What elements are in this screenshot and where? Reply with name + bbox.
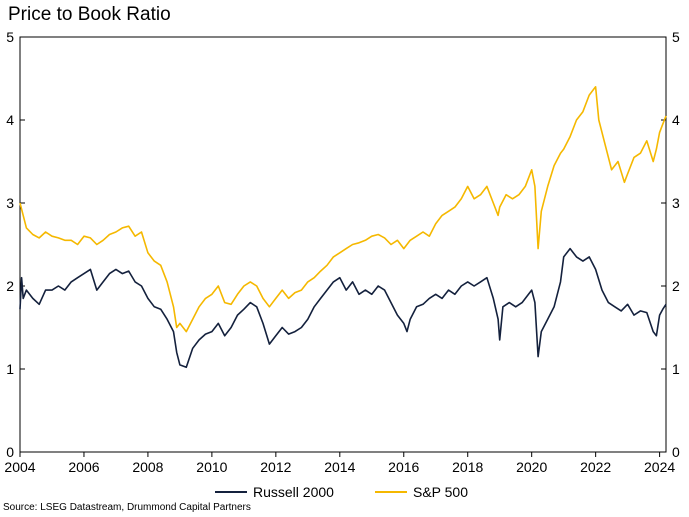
y-tick-label-left: 5 — [6, 29, 14, 45]
series-lines — [19, 86, 667, 369]
y-tick-label-left: 1 — [6, 361, 14, 377]
x-tick-label: 2004 — [4, 459, 35, 475]
y-tick-label-left: 0 — [6, 444, 14, 460]
legend-label-russell-2000: Russell 2000 — [253, 484, 334, 500]
x-tick-label: 2010 — [196, 459, 227, 475]
source-note: Source: LSEG Datastream, Drummond Capita… — [3, 502, 251, 513]
y-tick-label-right: 3 — [672, 195, 680, 211]
y-tick-label-right: 1 — [672, 361, 680, 377]
x-tick-label: 2014 — [324, 459, 355, 475]
x-tick-label: 2018 — [452, 459, 483, 475]
x-tick-label: 2012 — [260, 459, 291, 475]
x-tick-label: 2020 — [516, 459, 547, 475]
y-tick-label-left: 3 — [6, 195, 14, 211]
legend-label-sp-500: S&P 500 — [413, 484, 468, 500]
y-tick-label-left: 4 — [6, 112, 14, 128]
y-tick-label-right: 5 — [672, 29, 680, 45]
y-tick-label-right: 2 — [672, 278, 680, 294]
y-tick-label-left: 2 — [6, 278, 14, 294]
y-tick-label-right: 4 — [672, 112, 680, 128]
x-axis-ticks: 2004 2006 2008 2010 2012 2014 2016 2018 2020 2022… — [4, 452, 675, 475]
series-line-russell-2000 — [19, 247, 667, 369]
y-axis-right-ticks: 0 1 2 3 4 5 — [661, 29, 680, 460]
series-line-sp-500 — [19, 86, 667, 333]
chart-title: Price to Book Ratio — [8, 4, 171, 25]
x-tick-label: 2024 — [644, 459, 675, 475]
y-axis-left-ticks: 0 1 2 3 4 5 — [6, 29, 25, 460]
x-tick-label: 2008 — [132, 459, 163, 475]
x-tick-label: 2016 — [388, 459, 419, 475]
legend: Russell 2000 S&P 500 — [215, 484, 468, 500]
x-tick-label: 2022 — [580, 459, 611, 475]
y-tick-label-right: 0 — [672, 444, 680, 460]
plot-area-frame — [19, 36, 667, 453]
x-tick-label: 2006 — [68, 459, 99, 475]
